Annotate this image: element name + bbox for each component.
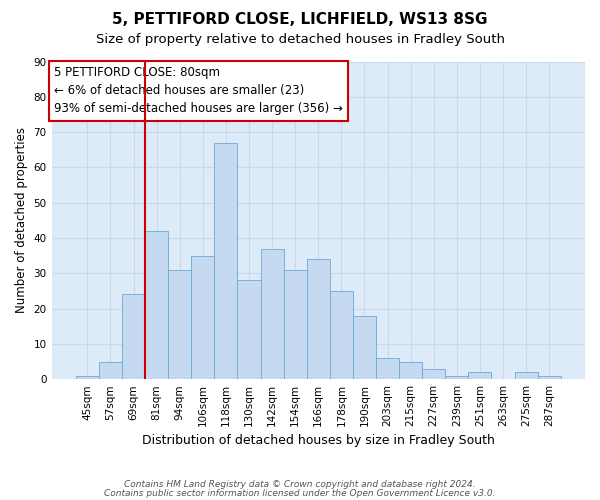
Bar bbox=[284, 270, 307, 379]
Bar bbox=[353, 316, 376, 379]
Bar bbox=[422, 368, 445, 379]
Bar bbox=[168, 270, 191, 379]
Bar bbox=[307, 259, 330, 379]
Y-axis label: Number of detached properties: Number of detached properties bbox=[15, 128, 28, 314]
Bar bbox=[214, 142, 238, 379]
Bar bbox=[76, 376, 99, 379]
Bar bbox=[515, 372, 538, 379]
Text: 5, PETTIFORD CLOSE, LICHFIELD, WS13 8SG: 5, PETTIFORD CLOSE, LICHFIELD, WS13 8SG bbox=[112, 12, 488, 28]
Bar bbox=[538, 376, 561, 379]
Bar bbox=[191, 256, 214, 379]
Bar bbox=[122, 294, 145, 379]
Bar bbox=[145, 231, 168, 379]
Text: 5 PETTIFORD CLOSE: 80sqm
← 6% of detached houses are smaller (23)
93% of semi-de: 5 PETTIFORD CLOSE: 80sqm ← 6% of detache… bbox=[54, 66, 343, 116]
Bar bbox=[445, 376, 469, 379]
Bar bbox=[376, 358, 399, 379]
Bar bbox=[238, 280, 260, 379]
Bar bbox=[469, 372, 491, 379]
Text: Contains HM Land Registry data © Crown copyright and database right 2024.: Contains HM Land Registry data © Crown c… bbox=[124, 480, 476, 489]
Bar bbox=[99, 362, 122, 379]
Text: Size of property relative to detached houses in Fradley South: Size of property relative to detached ho… bbox=[95, 32, 505, 46]
Bar bbox=[260, 248, 284, 379]
Bar bbox=[399, 362, 422, 379]
Text: Contains public sector information licensed under the Open Government Licence v3: Contains public sector information licen… bbox=[104, 488, 496, 498]
Bar bbox=[330, 291, 353, 379]
X-axis label: Distribution of detached houses by size in Fradley South: Distribution of detached houses by size … bbox=[142, 434, 495, 448]
